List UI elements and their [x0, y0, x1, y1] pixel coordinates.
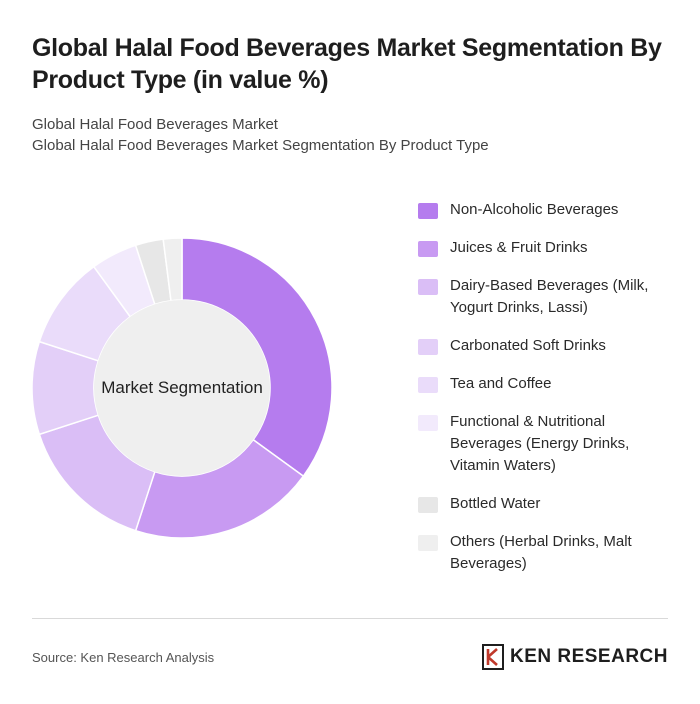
- donut-chart: [30, 236, 334, 540]
- legend-swatch: [418, 497, 438, 513]
- legend-label: Functional & Nutritional Beverages (Ener…: [450, 413, 630, 474]
- legend-item-5[interactable]: Tea and Coffee: [418, 373, 678, 395]
- legend-label: Bottled Water: [450, 495, 541, 512]
- legend-item-6[interactable]: Functional & Nutritional Beverages (Ener…: [418, 411, 678, 477]
- legend-swatch: [418, 203, 438, 219]
- source-note: Source: Ken Research Analysis: [32, 650, 215, 665]
- subtitle-line-2: Global Halal Food Beverages Market Segme…: [32, 137, 489, 154]
- chart-legend: Non-Alcoholic Beverages Juices & Fruit Dr…: [418, 199, 678, 591]
- brand-name: KEN RESEARCH: [509, 646, 668, 667]
- page-title: Global Halal Food Beverages Market Segme…: [32, 34, 662, 94]
- legend-swatch: [418, 377, 438, 393]
- legend-item-2[interactable]: Juices & Fruit Drinks: [418, 237, 678, 259]
- legend-item-8[interactable]: Others (Herbal Drinks, Malt Beverages): [418, 531, 678, 575]
- legend-item-3[interactable]: Dairy-Based Beverages (Milk, Yogurt Drin…: [418, 275, 678, 319]
- donut-chart-svg: [31, 237, 333, 539]
- legend-swatch: [418, 279, 438, 295]
- legend-item-4[interactable]: Carbonated Soft Drinks: [418, 335, 678, 357]
- subtitle-line-1: Global Halal Food Beverages Market: [32, 116, 278, 133]
- brand-logo: KEN RESEARCH: [481, 644, 668, 670]
- legend-label: Tea and Coffee: [450, 375, 552, 392]
- chart-subtitle: Global Halal Food Beverages Market Globa…: [32, 114, 672, 156]
- legend-label: Non-Alcoholic Beverages: [450, 201, 619, 218]
- ken-research-logo-icon: [481, 644, 504, 670]
- legend-swatch: [418, 535, 438, 551]
- legend-label: Carbonated Soft Drinks: [450, 337, 606, 354]
- legend-swatch: [418, 415, 438, 431]
- legend-swatch: [418, 339, 438, 355]
- legend-item-7[interactable]: Bottled Water: [418, 493, 678, 515]
- donut-center-hole: [94, 300, 270, 476]
- legend-label: Others (Herbal Drinks, Malt Beverages): [450, 533, 632, 572]
- legend-item-1[interactable]: Non-Alcoholic Beverages: [418, 199, 678, 221]
- legend-label: Dairy-Based Beverages (Milk, Yogurt Drin…: [450, 277, 649, 316]
- footer-divider: [32, 618, 668, 619]
- legend-swatch: [418, 241, 438, 257]
- legend-label: Juices & Fruit Drinks: [450, 239, 588, 256]
